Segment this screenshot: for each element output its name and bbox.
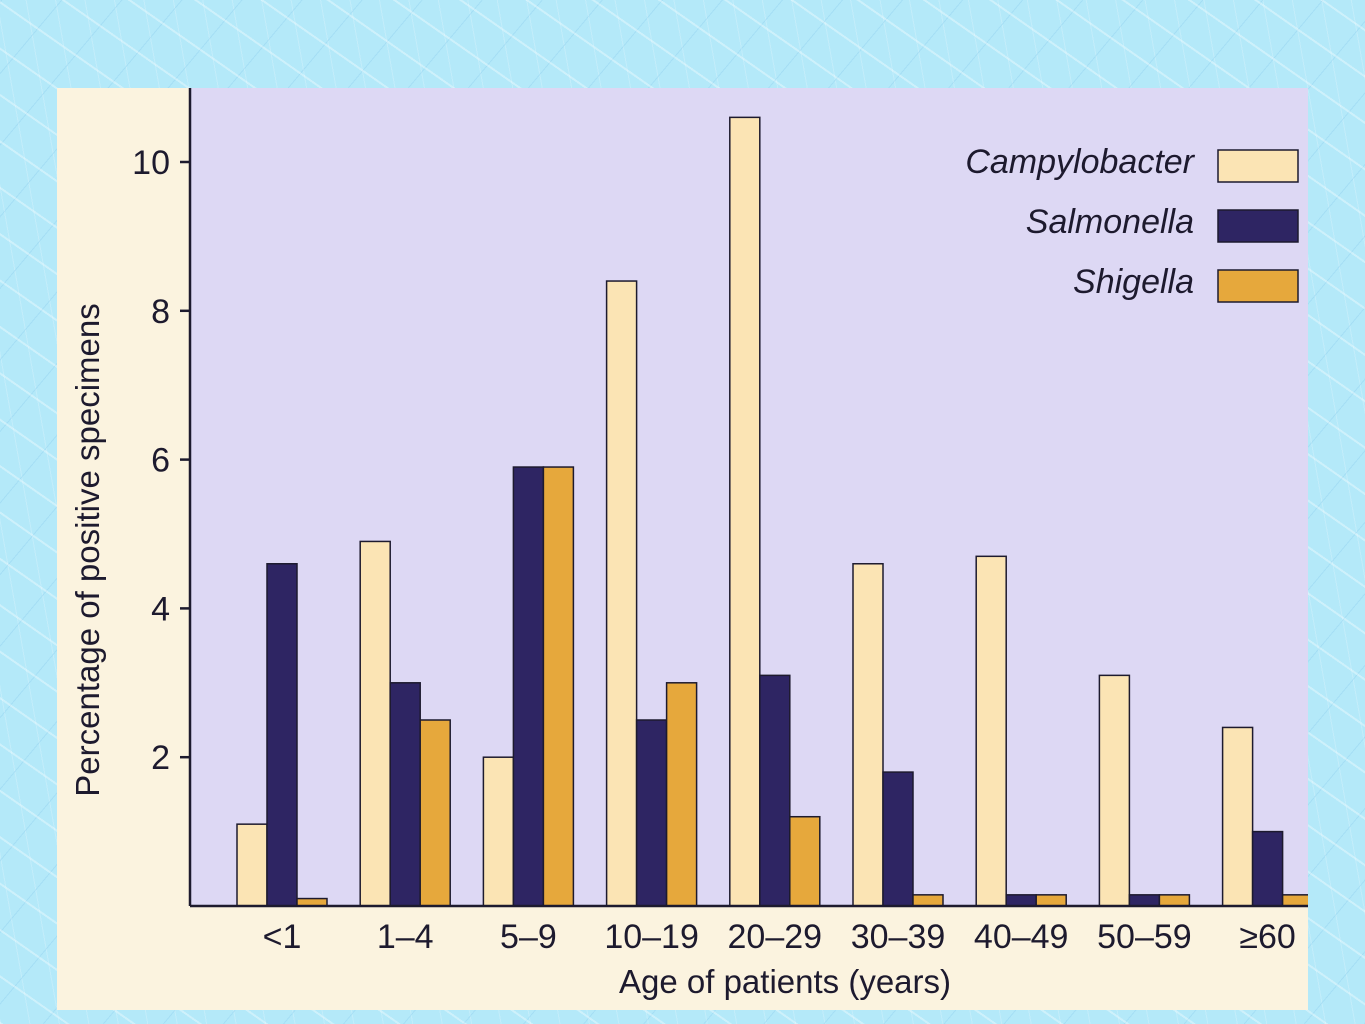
legend-swatch-campylobacter bbox=[1217, 149, 1299, 183]
bar-chart: 2 4 6 8 10 <1 1–4 5–9 10–19 20–29 30–39 40–49 50–59 ≥… bbox=[69, 88, 1308, 1000]
x-tick-label-0: <1 bbox=[263, 918, 302, 956]
y-tick-label-2: 6 bbox=[151, 442, 170, 480]
x-tick-label-8: ≥60 bbox=[1239, 918, 1295, 956]
bar-shigella-4 bbox=[789, 815, 821, 907]
legend-swatch-shigella bbox=[1217, 269, 1299, 303]
bar-campylobacter-5 bbox=[852, 563, 884, 907]
bar-campylobacter-3 bbox=[605, 280, 638, 907]
x-tick-label-6: 40–49 bbox=[974, 918, 1069, 956]
axes-group: 2 4 6 8 10 <1 1–4 5–9 10–19 20–29 30–39 40–49 50–59 ≥… bbox=[132, 88, 1308, 956]
y-tick-label-3: 8 bbox=[151, 293, 170, 331]
bar-campylobacter-8 bbox=[1221, 726, 1254, 907]
bar-salmonella-3 bbox=[635, 719, 668, 907]
bar-salmonella-1 bbox=[389, 682, 421, 907]
bar-salmonella-2 bbox=[512, 466, 545, 907]
legend-swatch-salmonella bbox=[1217, 209, 1299, 243]
bar-campylobacter-6 bbox=[975, 555, 1007, 907]
x-tick-label-7: 50–59 bbox=[1097, 918, 1192, 956]
legend-label-shigella: Shigella bbox=[1073, 263, 1194, 301]
bar-salmonella-6 bbox=[1005, 894, 1037, 907]
bar-shigella-3 bbox=[665, 682, 698, 907]
x-tick-label-3: 10–19 bbox=[604, 918, 699, 956]
legend: Campylobacter Salmonella Shigella bbox=[965, 143, 1299, 303]
bar-campylobacter-7 bbox=[1098, 674, 1131, 907]
x-tick-label-1: 1–4 bbox=[377, 918, 434, 956]
bar-campylobacter-4 bbox=[729, 116, 761, 907]
bar-salmonella-0 bbox=[266, 563, 298, 907]
x-axis-title: Age of patients (years) bbox=[619, 963, 951, 1000]
bar-shigella-2 bbox=[542, 466, 575, 907]
x-tick-label-4: 20–29 bbox=[728, 918, 823, 956]
bar-campylobacter-1 bbox=[359, 540, 391, 907]
bar-shigella-7 bbox=[1158, 894, 1191, 907]
chart-figure: 2 4 6 8 10 <1 1–4 5–9 10–19 20–29 30–39 40–49 50–59 ≥… bbox=[57, 88, 1308, 1010]
bar-salmonella-7 bbox=[1128, 894, 1161, 907]
bar-campylobacter-2 bbox=[482, 756, 515, 907]
bars-group bbox=[236, 116, 1308, 907]
x-tick-label-5: 30–39 bbox=[851, 918, 946, 956]
legend-label-campylobacter: Campylobacter bbox=[965, 143, 1195, 181]
bar-shigella-6 bbox=[1035, 894, 1067, 907]
bar-campylobacter-0 bbox=[236, 823, 268, 907]
x-tick-label-2: 5–9 bbox=[500, 918, 557, 956]
y-tick-label-0: 2 bbox=[151, 739, 170, 777]
y-axis-title: Percentage of positive specimens bbox=[69, 303, 106, 796]
bar-salmonella-4 bbox=[759, 674, 791, 907]
legend-label-salmonella: Salmonella bbox=[1026, 203, 1194, 241]
bar-shigella-8 bbox=[1281, 894, 1308, 907]
bar-shigella-1 bbox=[419, 719, 451, 907]
y-tick-label-1: 4 bbox=[151, 590, 170, 628]
bar-salmonella-8 bbox=[1251, 830, 1284, 907]
y-tick-label-4: 10 bbox=[132, 144, 170, 182]
bar-salmonella-5 bbox=[882, 771, 914, 907]
bar-shigella-5 bbox=[912, 894, 944, 907]
